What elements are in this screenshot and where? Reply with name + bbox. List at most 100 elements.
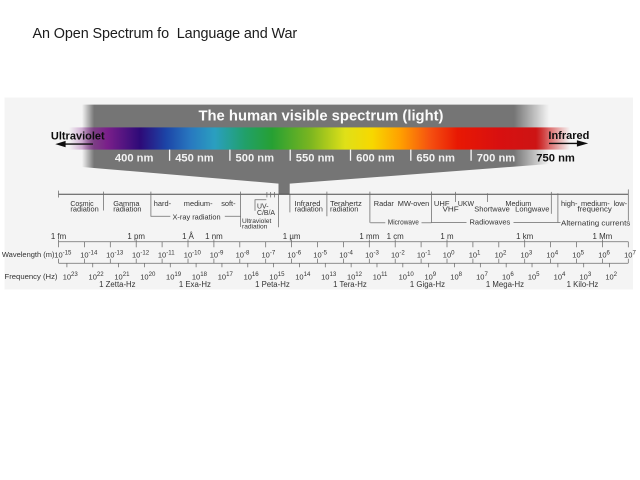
svg-text:105: 105	[572, 250, 584, 260]
svg-text:Cosmic: Cosmic	[70, 199, 93, 208]
svg-text:Longwave: Longwave	[515, 205, 549, 214]
svg-text:Radiowaves: Radiowaves	[470, 217, 511, 226]
svg-text:1 nm: 1 nm	[205, 232, 223, 241]
svg-text:medium-: medium-	[184, 199, 213, 208]
svg-text:hard-: hard-	[154, 199, 172, 208]
svg-text:UV-: UV-	[257, 203, 269, 210]
svg-text:103: 103	[521, 250, 533, 260]
svg-text:1023: 1023	[63, 271, 79, 281]
svg-text:106: 106	[502, 271, 514, 281]
svg-text:radiation: radiation	[330, 205, 358, 214]
svg-text:VHF: VHF	[443, 205, 460, 214]
svg-text:1021: 1021	[114, 271, 130, 281]
svg-text:1 Peta-Hz: 1 Peta-Hz	[255, 280, 290, 289]
svg-text:1 Tera-Hz: 1 Tera-Hz	[333, 280, 367, 289]
svg-text:soft-: soft-	[221, 199, 236, 208]
svg-text:radiation: radiation	[70, 205, 98, 214]
svg-text:10-14: 10-14	[80, 250, 98, 260]
svg-text:1 fm: 1 fm	[51, 232, 67, 241]
svg-text:10-15: 10-15	[54, 250, 72, 260]
svg-text:100: 100	[443, 250, 455, 260]
svg-text:10-8: 10-8	[236, 250, 250, 260]
svg-text:1 Zetta-Hz: 1 Zetta-Hz	[99, 280, 135, 289]
svg-text:10-1: 10-1	[417, 250, 431, 260]
svg-text:Microwave: Microwave	[388, 218, 419, 227]
svg-text:1016: 1016	[244, 271, 260, 281]
svg-text:1012: 1012	[347, 271, 363, 281]
svg-text:104: 104	[554, 271, 566, 281]
svg-text:1 Mm: 1 Mm	[593, 232, 613, 241]
svg-text:500 nm: 500 nm	[236, 153, 275, 165]
svg-text:frequency: frequency	[578, 205, 613, 214]
svg-text:10-2: 10-2	[391, 250, 405, 260]
svg-text:104: 104	[546, 250, 558, 260]
svg-text:700 nm: 700 nm	[477, 153, 516, 165]
svg-text:radiation: radiation	[295, 205, 323, 214]
svg-text:low-: low-	[614, 199, 628, 208]
svg-text:1 m: 1 m	[440, 232, 454, 241]
svg-text:radiation: radiation	[113, 205, 141, 214]
svg-text:C/B/A: C/B/A	[257, 210, 275, 217]
svg-text:105: 105	[528, 271, 540, 281]
svg-text:600 nm: 600 nm	[356, 153, 395, 165]
svg-text:1 Giga-Hz: 1 Giga-Hz	[410, 280, 445, 289]
svg-text:1014: 1014	[295, 271, 311, 281]
svg-text:medium-: medium-	[581, 199, 610, 208]
svg-text:Alternating currents: Alternating currents	[561, 219, 631, 228]
svg-text:UKW: UKW	[458, 199, 474, 208]
svg-text:1017: 1017	[218, 271, 234, 281]
svg-text:10-3: 10-3	[365, 250, 379, 260]
svg-text:107: 107	[624, 250, 636, 260]
svg-text:10-9: 10-9	[210, 250, 224, 260]
svg-text:Ultraviolet: Ultraviolet	[51, 130, 105, 142]
svg-text:Shortwave: Shortwave	[474, 205, 510, 214]
svg-text:1018: 1018	[192, 271, 208, 281]
svg-text:1 km: 1 km	[516, 232, 534, 241]
svg-text:1015: 1015	[269, 271, 285, 281]
svg-text:1 Å: 1 Å	[182, 232, 195, 241]
svg-text:Wavelength (m): Wavelength (m)	[2, 250, 55, 259]
svg-text:Ultraviolet: Ultraviolet	[242, 218, 271, 225]
svg-text:Terahertz: Terahertz	[330, 199, 362, 208]
svg-text:450 nm: 450 nm	[175, 153, 214, 165]
svg-text:Medium: Medium	[505, 199, 531, 208]
svg-text:102: 102	[495, 250, 507, 260]
svg-text:10-12: 10-12	[132, 250, 150, 260]
svg-text:1 cm: 1 cm	[387, 232, 405, 241]
svg-text:Frequency (Hz): Frequency (Hz)	[5, 272, 58, 281]
svg-text:10-10: 10-10	[184, 250, 202, 260]
svg-text:107: 107	[476, 271, 488, 281]
svg-text:Infrared: Infrared	[548, 130, 589, 142]
svg-text:1 Kilo-Hz: 1 Kilo-Hz	[567, 280, 599, 289]
svg-text:10-4: 10-4	[339, 250, 353, 260]
svg-text:109: 109	[424, 271, 436, 281]
svg-text:10-6: 10-6	[287, 250, 301, 260]
svg-text:10-7: 10-7	[262, 250, 276, 260]
svg-text:550 nm: 550 nm	[296, 153, 335, 165]
svg-text:1 pm: 1 pm	[127, 232, 145, 241]
svg-text:108: 108	[450, 271, 462, 281]
svg-text:650 nm: 650 nm	[416, 153, 455, 165]
svg-text:10-11: 10-11	[158, 250, 175, 260]
svg-text:1 mm: 1 mm	[359, 232, 379, 241]
svg-text:750 nm: 750 nm	[536, 153, 575, 165]
svg-text:400 nm: 400 nm	[115, 153, 154, 165]
svg-text:106: 106	[598, 250, 610, 260]
svg-text:1022: 1022	[89, 271, 105, 281]
svg-text:high-: high-	[561, 199, 578, 208]
svg-text:102: 102	[605, 271, 617, 281]
svg-text:1011: 1011	[373, 271, 388, 281]
svg-text:Infrared: Infrared	[295, 199, 321, 208]
svg-text:Radar: Radar	[374, 199, 395, 208]
svg-text:1010: 1010	[399, 271, 415, 281]
svg-text:1 µm: 1 µm	[283, 232, 301, 241]
svg-text:10-5: 10-5	[313, 250, 327, 260]
svg-text:1019: 1019	[166, 271, 182, 281]
svg-text:Gamma: Gamma	[113, 199, 140, 208]
svg-text:X-ray radiation: X-ray radiation	[173, 212, 221, 221]
svg-text:The human visible spectrum (li: The human visible spectrum (light)	[198, 109, 443, 125]
svg-text:radiation: radiation	[242, 223, 268, 230]
svg-text:1 Exa-Hz: 1 Exa-Hz	[179, 280, 211, 289]
svg-text:MW-oven: MW-oven	[398, 199, 430, 208]
svg-text:UHF: UHF	[434, 199, 450, 208]
